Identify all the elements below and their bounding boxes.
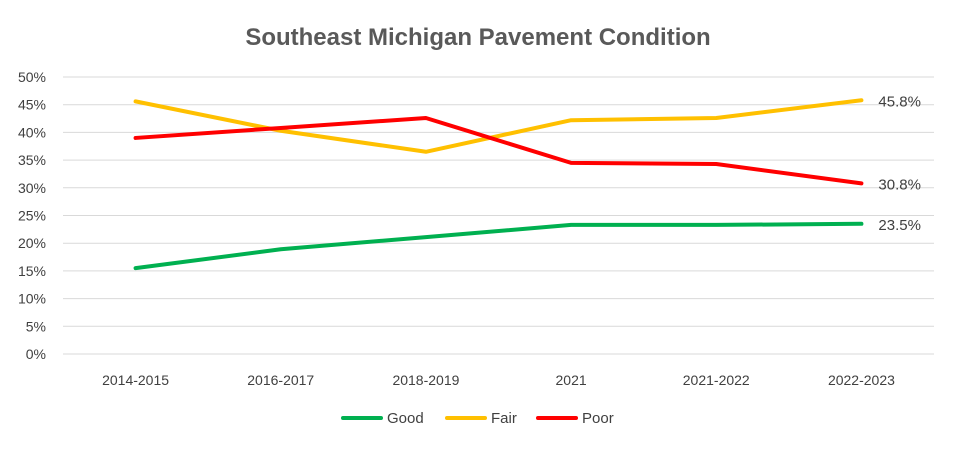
x-tick-label: 2016-2017 — [247, 372, 314, 388]
x-tick-label: 2022-2023 — [828, 372, 895, 388]
y-tick-label: 45% — [18, 97, 46, 113]
end-label-good: 23.5% — [878, 217, 921, 234]
x-tick-label: 2018-2019 — [392, 372, 459, 388]
y-axis-ticks: 0% 5% 10% 15% 20% 25% 30% 35% 40% 45% 50% — [18, 69, 46, 362]
line-chart: Southeast Michigan Pavement Condition 0%… — [0, 0, 956, 450]
legend-label-good: Good — [387, 410, 424, 427]
gridlines — [63, 77, 934, 354]
y-tick-label: 15% — [18, 263, 46, 279]
y-tick-label: 30% — [18, 180, 46, 196]
y-tick-label: 40% — [18, 124, 46, 140]
x-tick-label: 2021-2022 — [683, 372, 750, 388]
y-tick-label: 20% — [18, 235, 46, 251]
series-line-fair — [136, 100, 862, 152]
x-axis-ticks: 2014-2015 2016-2017 2018-2019 2021 2021-2022… — [102, 372, 895, 388]
x-tick-label: 2021 — [556, 372, 587, 388]
y-tick-label: 5% — [26, 318, 46, 334]
y-tick-label: 0% — [26, 346, 46, 362]
y-tick-label: 25% — [18, 208, 46, 224]
end-label-poor: 30.8% — [878, 176, 921, 193]
legend-label-poor: Poor — [582, 410, 614, 427]
y-tick-label: 50% — [18, 69, 46, 85]
x-tick-label: 2014-2015 — [102, 372, 169, 388]
series-line-poor — [136, 118, 862, 183]
legend-label-fair: Fair — [491, 410, 517, 427]
end-label-fair: 45.8% — [878, 93, 921, 110]
legend: Good Fair Poor — [343, 410, 614, 427]
chart-root: Southeast Michigan Pavement Condition 0%… — [0, 0, 956, 450]
y-tick-label: 10% — [18, 291, 46, 307]
y-tick-label: 35% — [18, 152, 46, 168]
series-line-good — [136, 224, 862, 268]
end-labels: 23.5% 45.8% 30.8% — [878, 93, 921, 234]
chart-title: Southeast Michigan Pavement Condition — [245, 24, 710, 51]
